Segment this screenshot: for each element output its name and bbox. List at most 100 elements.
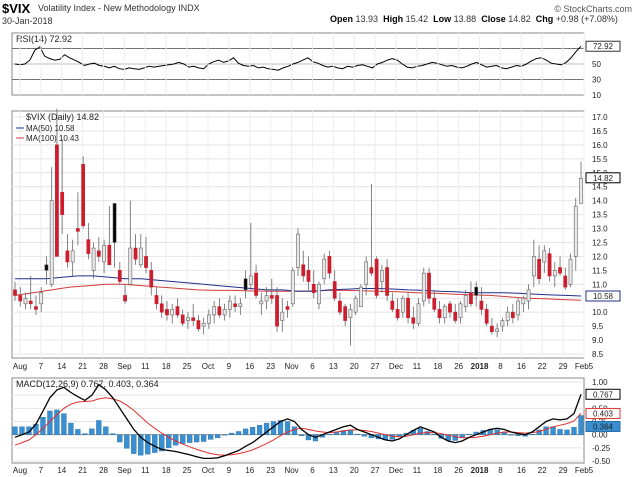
candle-body <box>39 292 44 305</box>
macd-histogram-bar <box>221 434 228 436</box>
last-price-tag-text: 14.82 <box>593 174 614 183</box>
candle-body <box>86 239 91 254</box>
candle-body <box>212 306 217 316</box>
rsi-tick-label: 30 <box>592 76 601 85</box>
macd-x-tick-label: 18 <box>433 466 442 475</box>
macd-histogram-bar <box>96 420 102 435</box>
candle-body <box>322 258 327 280</box>
candle-body <box>453 311 458 321</box>
macd-histogram-bar <box>284 421 291 435</box>
candle-body <box>385 267 389 296</box>
ma50-legend-label: MA(50) 10.58 <box>26 124 75 133</box>
macd-x-tick-label: 16 <box>245 466 254 475</box>
candle-body <box>165 309 169 316</box>
candle-body <box>448 303 452 313</box>
price-x-tick-label: 7 <box>39 362 44 371</box>
candle-body <box>34 306 38 310</box>
candle-body <box>521 297 526 305</box>
price-x-tick-label: 20 <box>350 362 359 371</box>
price-tick-label: 12.0 <box>592 252 608 261</box>
chart-header: $VIX Volatility Index - New Methodology … <box>0 0 640 28</box>
macd-x-tick-label: 22 <box>538 466 547 475</box>
candle-body <box>359 286 363 307</box>
ma50-value-tag <box>585 290 621 302</box>
price-x-tick-label: 26 <box>454 362 463 371</box>
macd-histogram-bar <box>571 427 577 435</box>
price-x-tick-label: Feb5 <box>575 362 594 371</box>
candle-body <box>500 320 505 327</box>
candle-body <box>18 295 23 302</box>
macd-histogram-bar <box>361 434 368 437</box>
chart-date: 30-Jan-2018 <box>2 16 53 26</box>
price-x-tick-label: 9 <box>227 362 232 371</box>
macd-x-tick-label: 23 <box>266 466 275 475</box>
ma100-legend-label: MA(100) 10.43 <box>26 134 79 143</box>
price-legend-title: $VIX (Daily) 14.82 <box>26 112 99 122</box>
candle-body <box>400 297 405 313</box>
macd-histogram-bar <box>508 434 514 436</box>
candle-body <box>338 300 342 313</box>
candle-body <box>196 320 201 330</box>
macd-histogram-bar <box>201 434 207 442</box>
macd-histogram-bar <box>277 420 284 435</box>
candle-body <box>222 309 227 316</box>
macd-histogram-bar <box>75 429 81 435</box>
price-x-tick-label: 8 <box>498 362 503 371</box>
candle-body <box>154 295 159 305</box>
candle-body <box>207 314 211 324</box>
candle-body <box>296 233 300 268</box>
candle-body <box>432 297 437 310</box>
ma50-value-tag-text: 10.58 <box>593 292 614 301</box>
macd-histogram-bar <box>438 434 444 439</box>
hist-value-tag-text: 0.364 <box>593 422 614 431</box>
macd-histogram-bar <box>242 428 249 435</box>
candle-body <box>259 300 264 305</box>
candle-body <box>437 309 442 319</box>
rsi-title: RSI(14) 72.92 <box>16 34 72 44</box>
candle-body <box>44 264 49 271</box>
price-x-tick-label: 11 <box>141 362 150 371</box>
price-tick-label: 17.0 <box>592 113 608 122</box>
candle-body <box>269 295 274 299</box>
price-x-tick-label: Sep <box>117 362 132 371</box>
candle-body <box>28 300 33 305</box>
candle-body <box>327 256 332 274</box>
candle-body <box>306 270 311 282</box>
macd-line <box>14 383 582 460</box>
candle-body <box>191 317 196 321</box>
price-tick-label: 13.0 <box>592 225 608 234</box>
macd-x-tick-label: 21 <box>78 466 87 475</box>
macd-histogram-bar <box>152 434 158 453</box>
candle-body <box>469 292 473 305</box>
candle-body <box>505 311 510 321</box>
macd-x-tick-label: 9 <box>227 466 232 475</box>
candle-body <box>60 191 65 215</box>
macd-histogram-bar <box>235 431 242 435</box>
candle-body <box>81 164 86 227</box>
candle-body <box>13 289 17 296</box>
candle-body <box>96 250 101 257</box>
macd-histogram-bar <box>89 428 95 435</box>
macd-histogram-bar <box>138 434 144 456</box>
candle-body <box>353 297 358 313</box>
rsi-tick-label: 10 <box>592 91 601 100</box>
macd-histogram-bar <box>354 433 361 435</box>
candle-body <box>579 178 583 204</box>
candle-body <box>526 289 531 302</box>
macd-histogram-bar <box>82 433 88 435</box>
candle-body <box>395 309 400 319</box>
macd-histogram-bar <box>208 434 214 440</box>
candle-body <box>175 306 180 316</box>
macd-x-tick-label: Sep <box>117 466 132 475</box>
candle-body <box>421 272 426 302</box>
ma50-line <box>15 275 582 297</box>
macd-title: MACD(12,26,9) 0.767, 0.403, 0.364 <box>16 379 159 389</box>
candle-body <box>516 300 520 316</box>
macd-histogram-bar <box>228 432 235 435</box>
rsi-line <box>14 45 582 71</box>
macd-histogram-bar <box>180 434 186 444</box>
rsi-tick-label: 50 <box>592 60 601 69</box>
candle-body <box>547 253 552 277</box>
price-x-tick-label: 21 <box>78 362 87 371</box>
candle-body <box>280 311 285 321</box>
